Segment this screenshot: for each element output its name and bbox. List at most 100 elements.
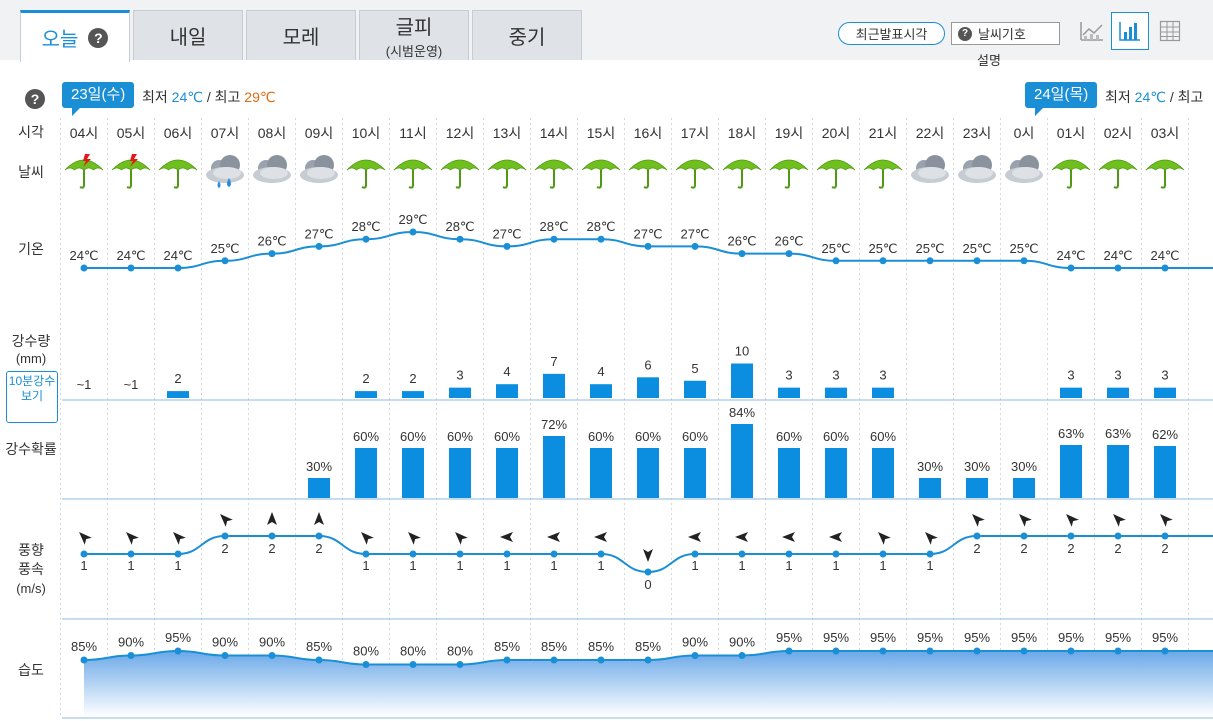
tab-third-day-sub: (시범운영) (385, 44, 443, 59)
tab-day-after[interactable]: 모레 (246, 10, 356, 60)
precip-label: 3 (1067, 368, 1074, 383)
umbrella-canopy (628, 159, 668, 171)
wind-speed-label: 1 (80, 558, 87, 573)
humidity-point (127, 652, 135, 659)
forecast-help-icon[interactable]: ? (25, 89, 45, 109)
humidity-label: 90% (682, 635, 708, 650)
prob-bar (543, 436, 565, 498)
weather-symbols-sub: 설명 (977, 53, 1001, 68)
humidity-label: 85% (71, 639, 97, 654)
humidity-label: 95% (1152, 630, 1178, 645)
temperature-label: 28℃ (586, 219, 615, 234)
wind-arrow-icon (643, 549, 653, 562)
min-prefix: 최저 (1105, 89, 1131, 105)
tab-day-after-label: 모레 (282, 27, 320, 49)
prob-label: 60% (494, 429, 520, 444)
tenmin-precip-button[interactable]: 10분강수보기 (6, 371, 58, 423)
humidity-label: 85% (635, 639, 661, 654)
hour-label: 12시 (445, 125, 475, 141)
wind-arrow-shape (878, 532, 891, 545)
precip-bar (167, 391, 189, 398)
tab-tomorrow-label: 내일 (169, 27, 207, 49)
wind-arrow-shape (408, 532, 421, 545)
row-label-prob: 강수확률 (5, 441, 57, 457)
temperature-point (879, 257, 887, 265)
hour-label: 18시 (727, 125, 757, 141)
precip-bar (731, 363, 753, 398)
wind-speed-label: 1 (409, 558, 416, 573)
wind-point (1067, 532, 1075, 540)
humidity-point (221, 652, 229, 659)
humidity-label: 95% (1105, 630, 1131, 645)
wind-speed-label: 2 (973, 541, 980, 556)
prob-bar (684, 448, 706, 498)
recent-release-button[interactable]: 최근발표시각 (838, 22, 945, 45)
precip-label: ~1 (77, 377, 92, 392)
precip-label: ~1 (124, 377, 139, 392)
umbrella-canopy (440, 159, 480, 171)
wind-point (785, 550, 793, 558)
humidity-point (738, 652, 746, 659)
temperature-point (597, 235, 605, 243)
umbrella-handle (1113, 170, 1119, 189)
hour-label: 06시 (163, 125, 193, 141)
wind-speed-label: 2 (1114, 541, 1121, 556)
hour-label: 17시 (680, 125, 710, 141)
wind-point (1161, 532, 1169, 540)
precip-label: 7 (550, 354, 557, 369)
view-bar-chart-button[interactable] (1111, 12, 1149, 50)
wind-arrow-shape (1113, 514, 1126, 527)
prob-label: 60% (400, 429, 426, 444)
umbrella-handle (784, 170, 790, 189)
precip-label: 3 (832, 368, 839, 383)
weather-symbols-button[interactable]: ? 날씨기호 (951, 22, 1060, 45)
hour-label: 23시 (962, 125, 992, 141)
row-label-wind: 풍향 (18, 542, 44, 558)
max-prefix: 최고 (214, 89, 241, 105)
view-line-chart-button[interactable] (1073, 12, 1111, 50)
umbrella-icon (628, 159, 668, 189)
wind-arrow-shape (547, 532, 560, 542)
umbrella-canopy (1145, 159, 1185, 171)
weather-symbols-label: 날씨기호 (978, 27, 1026, 42)
precip-label: 3 (1161, 368, 1168, 383)
umbrella-icon (1098, 159, 1138, 189)
wind-arrow-icon (782, 532, 795, 542)
umbrella-handle (690, 170, 696, 189)
hour-label: 04시 (69, 125, 99, 141)
wind-point (362, 550, 370, 558)
cloud-part (918, 167, 946, 179)
wind-arrow-icon (829, 532, 842, 542)
hour-label: 0시 (1013, 125, 1035, 141)
umbrella-icon (1051, 159, 1091, 189)
max-temp-value: 29℃ (244, 89, 276, 105)
tab-today[interactable]: 오늘 ? (20, 10, 130, 62)
tab-help-icon[interactable]: ? (88, 27, 109, 48)
rain-cloud-icon (206, 155, 244, 188)
tab-midterm[interactable]: 중기 (472, 10, 582, 60)
prob-bar (919, 478, 941, 498)
wind-point (973, 532, 981, 540)
wind-arrow-icon (173, 532, 186, 545)
precip-bar (872, 387, 894, 398)
temperature-point (1114, 264, 1122, 272)
prob-bar (825, 448, 847, 498)
temperature-label: 25℃ (962, 241, 991, 256)
wind-arrow-icon (79, 532, 92, 545)
humidity-label: 90% (212, 635, 238, 650)
temperature-point (644, 242, 652, 250)
tab-third-day[interactable]: 글피 (시범운영) (359, 10, 469, 60)
temperature-point (362, 235, 370, 243)
temperature-point (409, 228, 417, 236)
prob-label: 30% (1011, 459, 1037, 474)
precip-bar (684, 380, 706, 398)
prob-bar (778, 448, 800, 498)
humidity-label: 95% (870, 630, 896, 645)
rain-drop (217, 181, 221, 188)
wind-speed-label: 2 (1161, 541, 1168, 556)
view-table-button[interactable] (1151, 12, 1189, 50)
tab-tomorrow[interactable]: 내일 (133, 10, 243, 60)
umbrella-icon (722, 159, 762, 189)
precip-label: 3 (456, 368, 463, 383)
humidity-point (362, 661, 370, 668)
